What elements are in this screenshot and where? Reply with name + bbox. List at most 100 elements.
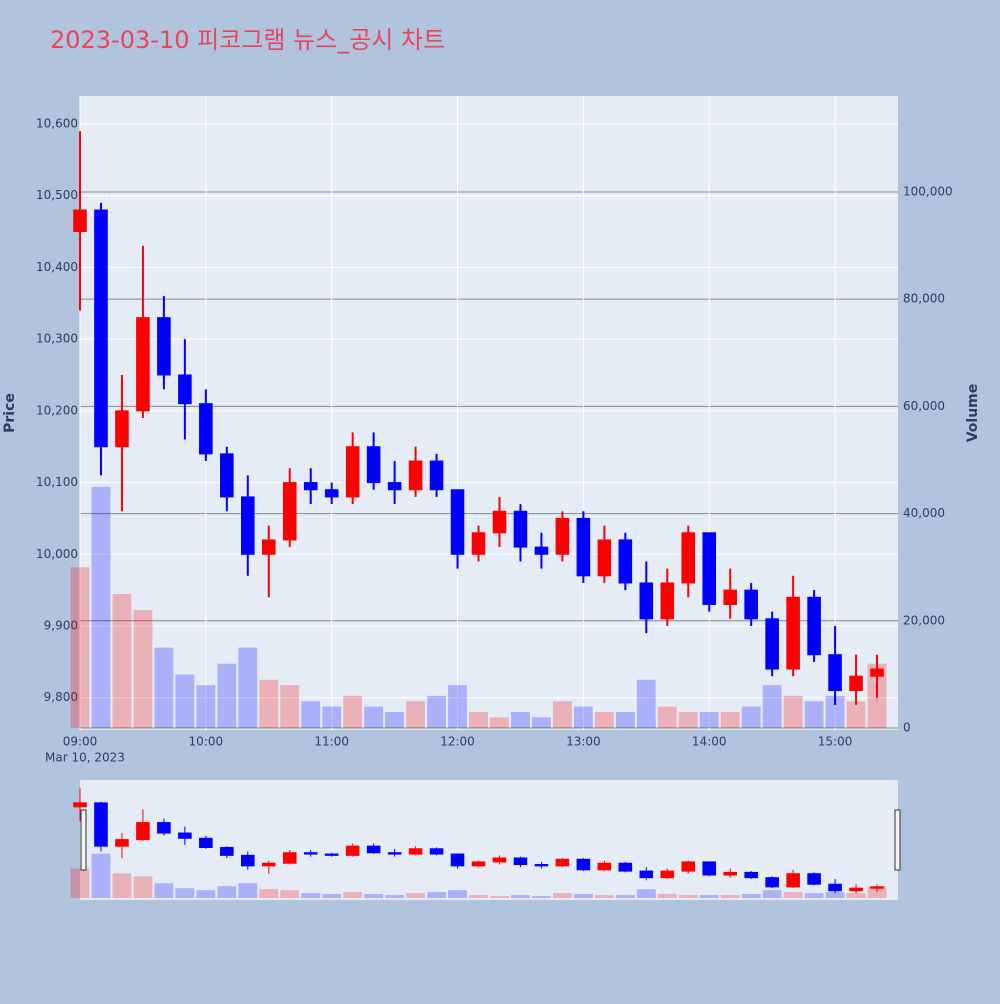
slider-candle-body [408,848,423,855]
candle-body [744,589,758,620]
slider-volume-bar [573,894,593,898]
slider-volume-bar [154,883,174,898]
x-tick-label: 15:00 [818,735,853,749]
slider-candle-body [261,862,276,867]
volume-bar [846,701,866,728]
slider-volume-bar [322,894,342,898]
y2-tick-label: 20,000 [903,613,945,627]
volume-bar [70,567,90,728]
slider-volume-bar [406,893,426,898]
slider-candle-body [576,858,591,871]
volume-bar [741,706,761,728]
slider-volume-bar [783,892,803,898]
slider-handle[interactable] [894,809,901,871]
slider-volume-bar [846,893,866,898]
candle-body [618,539,633,584]
slider-candle-body [702,861,717,876]
slider-candle-body [681,861,696,872]
slider-volume-bar [112,873,132,898]
slider-candle-body [178,832,192,839]
slider-candle-body [807,873,821,885]
slider-volume-bar [657,894,677,898]
slider-candle-body [199,837,213,848]
candle-body [408,460,423,491]
slider-volume-bar [804,893,824,898]
slider-volume-bar [469,895,488,898]
candle-body [597,539,612,577]
volume-bar [783,695,803,728]
volume-bar [133,610,153,728]
volume-bar [406,701,426,728]
volume-bar [448,685,467,728]
y2-tick-label: 60,000 [903,399,945,413]
volume-bar [594,711,614,728]
slider-volume-bar [490,896,509,898]
slider-candle-body [744,871,758,879]
candle-body [828,654,842,692]
y-tick-label: 10,300 [36,332,78,346]
slider-volume-bar [552,893,572,898]
slider-volume-bar [280,890,300,898]
candle-body [136,317,150,412]
candle-body [471,532,486,555]
slider-candle-body [723,871,737,876]
candle-body [387,482,402,491]
slider-candle-body [94,802,108,847]
candle-body [492,510,507,534]
candle-body [324,489,339,498]
chart-title: 2023-03-10 피코그램 뉴스_공시 차트 [50,26,445,54]
candle-body [261,539,276,555]
slider-candle-body [157,822,171,834]
volume-bar [804,701,824,728]
volume-bar [112,593,132,728]
slider-volume-bar [427,892,447,898]
volume-bar [217,663,237,728]
candle-body [450,489,465,555]
slider-volume-bar [511,895,530,898]
x-tick-label: 09:00 [63,735,98,749]
slider-candle-body [115,839,129,847]
slider-volume-bar [238,883,258,898]
marks [70,131,887,898]
y-tick-label: 10,600 [36,116,78,130]
y2-tick-label: 100,000 [903,184,953,198]
slider-volume-bar [699,895,719,898]
candle-body [786,596,800,670]
slider-volume-bar [385,895,405,898]
volume-bar [531,717,551,728]
slider-volume-bar [448,890,467,898]
candle-body [241,496,255,555]
range-slider[interactable] [80,780,898,900]
slider-volume-bar [91,853,111,898]
candle-body [870,668,884,677]
volume-bar [573,706,593,728]
volume-bar [615,711,635,728]
slider-candle-body [849,887,863,892]
x-tick-label: 10:00 [189,735,224,749]
slider-candle-body [471,861,486,867]
slider-handle[interactable] [80,809,87,871]
slider-volume-bar [301,893,321,898]
slider-volume-bar [531,896,551,898]
x-tick-label: 14:00 [692,735,727,749]
candle-body [534,546,549,555]
slider-volume-bar [720,895,740,898]
slider-volume-bar [133,876,153,898]
volume-bar [301,701,321,728]
slider-volume-bar [217,886,237,898]
candle-body [639,582,654,620]
candle-body [723,589,737,605]
slider-candle-body [282,852,297,864]
volume-bar [196,685,216,728]
y-tick-label: 10,400 [36,260,78,274]
volume-bar [364,706,384,728]
slider-candle-body [597,862,612,871]
candle-body [220,453,234,498]
candle-body [555,517,570,555]
volume-bar [762,685,782,728]
candle-body [94,209,108,448]
slider-volume-bar [741,894,761,898]
slider-candle-body [618,862,633,872]
slider-candle-body [303,852,318,855]
